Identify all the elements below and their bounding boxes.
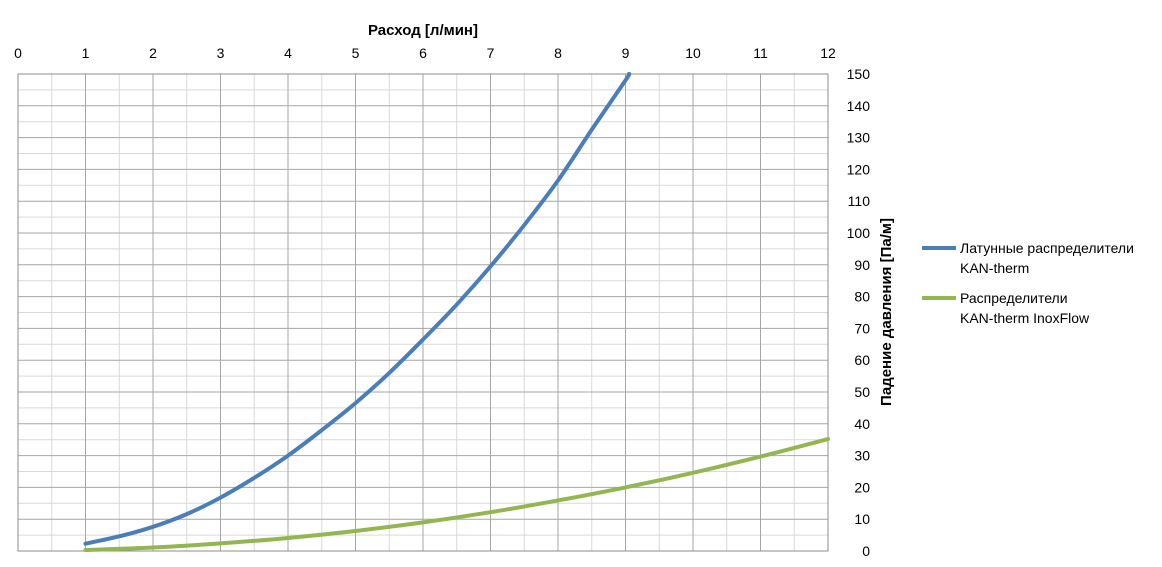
- x-tick-labels: 0 1 2 3 4 5 6 7 8 9 10 11 12: [14, 45, 836, 61]
- y-tick-label: 0: [862, 543, 870, 559]
- x-tick-label: 9: [622, 45, 630, 61]
- x-tick-label: 11: [753, 45, 768, 61]
- x-tick-label: 12: [820, 45, 836, 61]
- y-tick-label: 130: [847, 130, 871, 146]
- y-tick-label: 110: [848, 193, 871, 209]
- x-axis-title: Расход [л/мин]: [368, 22, 478, 39]
- y-tick-label: 120: [847, 161, 871, 177]
- legend: Латунные распределители KAN-therm Распреде…: [922, 240, 1134, 326]
- x-tick-label: 5: [352, 45, 360, 61]
- y-axis-title: Падение давления [Па/м]: [878, 218, 895, 406]
- legend-label-1: Латунные распределители: [960, 240, 1134, 256]
- y-tick-label: 140: [847, 98, 871, 114]
- x-tick-label: 10: [685, 45, 701, 61]
- x-tick-label: 7: [487, 45, 495, 61]
- y-tick-labels: 0 10 20 30 40 50 60 70 80 90 100 110 120 130 140 150: [847, 66, 871, 559]
- legend-label-2: KAN-therm InoxFlow: [960, 310, 1090, 326]
- x-tick-label: 2: [149, 45, 157, 61]
- x-tick-label: 8: [554, 45, 562, 61]
- y-tick-label: 20: [854, 479, 870, 495]
- y-tick-label: 70: [854, 320, 870, 336]
- y-tick-label: 80: [854, 289, 870, 305]
- y-tick-label: 40: [854, 416, 870, 432]
- x-tick-label: 0: [14, 45, 22, 61]
- x-tick-label: 6: [419, 45, 427, 61]
- y-tick-label: 90: [854, 257, 870, 273]
- series-line-1: [83, 72, 632, 546]
- y-tick-label: 60: [854, 352, 870, 368]
- legend-label-2: Распределители: [960, 290, 1068, 306]
- x-tick-label: 3: [217, 45, 225, 61]
- legend-label-1: KAN-therm: [960, 260, 1029, 276]
- y-tick-label: 30: [854, 448, 870, 464]
- series-line-2: [83, 437, 830, 553]
- plot-area-border: [17, 73, 829, 552]
- y-tick-label: 10: [854, 511, 870, 527]
- y-tick-label: 100: [847, 225, 871, 241]
- x-tick-label: 1: [82, 45, 90, 61]
- y-tick-label: 50: [854, 384, 870, 400]
- x-tick-label: 4: [284, 45, 292, 61]
- y-tick-label: 150: [847, 66, 871, 82]
- series-lines: [83, 72, 830, 553]
